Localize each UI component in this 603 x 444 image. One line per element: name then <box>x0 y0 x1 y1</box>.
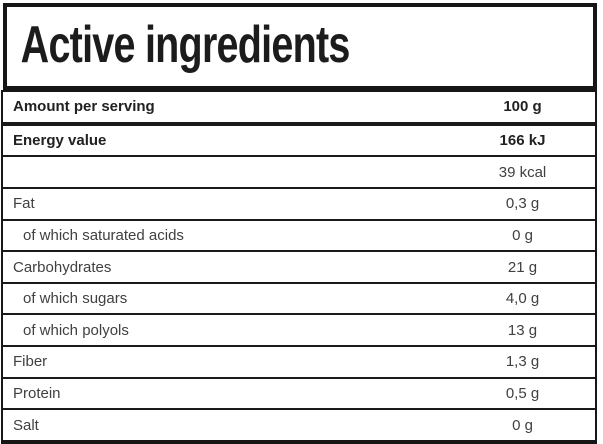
title-box: Active ingredients <box>3 3 597 90</box>
row-label: Amount per serving <box>13 98 155 116</box>
row-value: 166 kJ <box>499 131 546 149</box>
row-value: 0,5 g <box>505 385 540 403</box>
table-row: Salt 0 g <box>3 410 595 441</box>
table-row: Fiber 1,3 g <box>3 347 595 379</box>
table-row: of which polyols 13 g <box>3 315 595 348</box>
row-value: 0 g <box>512 416 533 434</box>
row-value: 1,3 g <box>505 353 540 371</box>
row-label: Fiber <box>13 353 48 371</box>
ingredients-table: Amount per serving 100 g Energy value 166 k… <box>1 90 597 444</box>
row-label: Energy value <box>13 131 107 149</box>
table-row: of which saturated acids 0 g <box>3 220 595 253</box>
row-label: of which polyols <box>23 321 129 339</box>
row-label: Fat <box>13 195 35 213</box>
row-value: 13 g <box>507 321 538 339</box>
row-label: Salt <box>13 416 39 434</box>
table-row: Energy value 166 kJ <box>3 125 595 158</box>
row-label: of which sugars <box>23 290 128 308</box>
row-label: Protein <box>13 385 61 403</box>
row-value: 0 g <box>512 226 533 244</box>
table-row: Carbohydrates 21 g <box>3 252 595 284</box>
row-value: 100 g <box>503 98 542 116</box>
row-value: 4,0 g <box>505 290 540 308</box>
table-row: Fat 0,3 g <box>3 188 595 221</box>
row-label: Carbohydrates <box>13 258 112 276</box>
table-row: Amount per serving 100 g <box>3 92 595 126</box>
row-value: 0,3 g <box>505 195 540 213</box>
row-value: 39 kcal <box>498 163 547 181</box>
table-row: 39 kcal <box>3 157 595 189</box>
row-label: of which saturated acids <box>23 226 184 244</box>
table-row: of which sugars 4,0 g <box>3 283 595 316</box>
page-title: Active ingredients <box>20 15 351 74</box>
table-row: Protein 0,5 g <box>3 378 595 411</box>
row-value: 21 g <box>507 258 538 276</box>
